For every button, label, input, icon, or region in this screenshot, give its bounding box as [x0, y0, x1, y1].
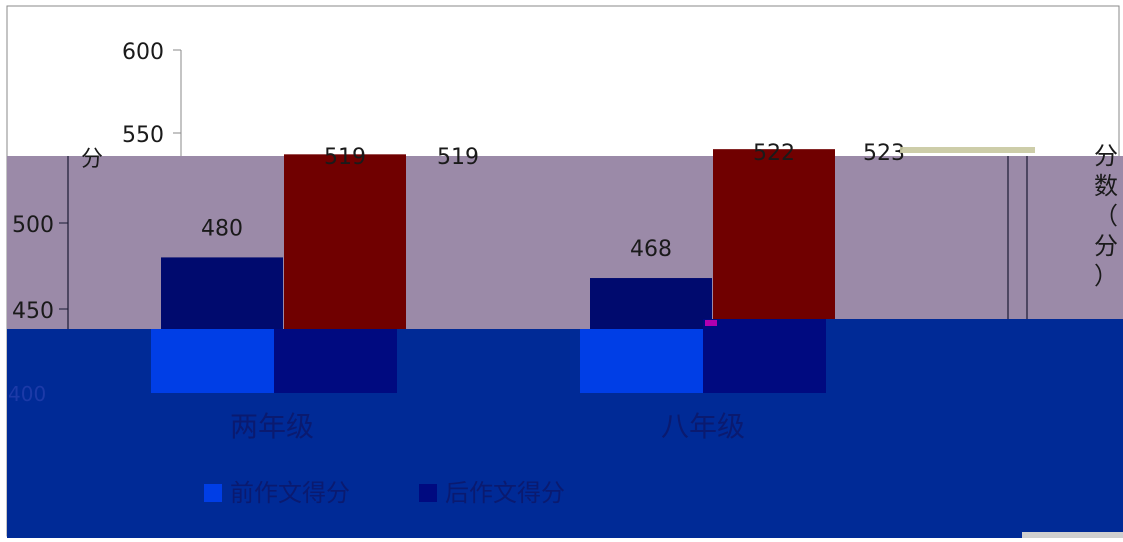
bar-label-series0-1: 468: [630, 237, 672, 262]
legend: 前作文得分 后作文得分: [204, 479, 565, 507]
legend-swatch-1: [419, 484, 437, 502]
left-axis-fragment: 分: [81, 147, 103, 172]
y-axis-title: 分数（分）: [1094, 142, 1118, 290]
bar-lower-series0-1: [580, 329, 703, 393]
bar-label-overlay-1: 522: [753, 141, 795, 166]
y-tick-label: 400: [8, 382, 46, 406]
category-label-0: 两年级: [230, 410, 314, 443]
y-tick-500: 500: [12, 213, 68, 238]
y-tick-label: 450: [12, 299, 54, 324]
bottom-right-corner: [1022, 532, 1123, 538]
y-axis-title-char: 分: [1094, 232, 1118, 260]
bottom-band-right: [826, 319, 1123, 538]
bar-overlay-0: [284, 154, 406, 329]
marker: [705, 320, 717, 326]
legend-label-0: 前作文得分: [230, 479, 350, 507]
bar-lower-series1-0: [274, 329, 397, 393]
bar-labels: 480 519 468 522: [201, 141, 795, 262]
category-label-1: 八年级: [661, 410, 745, 443]
bar-series0-0: [161, 257, 283, 329]
y-tick-label: 600: [122, 40, 164, 65]
bar-series0-1: [590, 278, 712, 329]
y-axis-title-char: 数: [1094, 172, 1118, 200]
y-axis-title-char: 分: [1094, 142, 1118, 170]
y-tick-450: 450: [12, 299, 68, 324]
y-tick-label: 500: [12, 213, 54, 238]
bar-lower-series1-1: [703, 319, 826, 393]
bar-label-series0-0: 480: [201, 216, 243, 241]
bar-label-overlay-0: 519: [324, 145, 366, 170]
y-tick-label: 550: [122, 123, 164, 148]
y-axis-title-char: （: [1094, 202, 1118, 230]
legend-label-1: 后作文得分: [445, 479, 565, 507]
y-tick-550: 550: [122, 123, 181, 148]
bars: [151, 149, 835, 393]
side-label-1: 523: [863, 141, 905, 166]
noise-strip: [900, 147, 1035, 153]
bar-lower-series0-0: [151, 329, 274, 393]
y-tick-400: 400: [8, 382, 46, 406]
side-label-0: 519: [437, 145, 479, 170]
bar-overlay-1: [713, 149, 835, 319]
legend-swatch-0: [204, 484, 222, 502]
y-tick-600: 600: [122, 40, 181, 65]
y-axis-title-char: ）: [1094, 262, 1118, 290]
